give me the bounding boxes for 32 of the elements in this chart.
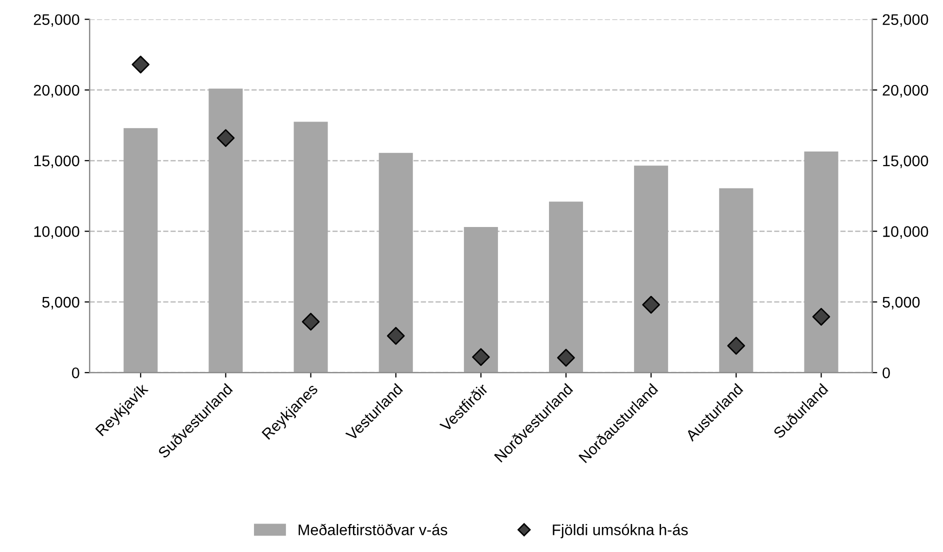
y2-tick-label: 20,000 xyxy=(882,84,928,98)
y-tick-label: 0 xyxy=(72,367,80,378)
y2-tick-label: 5,000 xyxy=(882,296,920,310)
legend-label: Meðaleftirstöðvar v-ás xyxy=(298,524,448,536)
bar xyxy=(719,188,754,373)
bar xyxy=(548,202,584,373)
y-tick-label: 25,000 xyxy=(34,14,80,27)
bar xyxy=(464,227,498,373)
point xyxy=(386,326,405,345)
y2-tick-label: 15,000 xyxy=(883,156,928,168)
bar xyxy=(124,128,158,373)
point xyxy=(557,348,575,367)
bar xyxy=(378,152,413,373)
y-tick-label: 10,000 xyxy=(34,226,80,239)
bar xyxy=(208,88,243,373)
legend-label: Fjöldi umsókna h-ás xyxy=(552,524,688,538)
bar xyxy=(294,122,328,373)
point xyxy=(727,336,746,355)
point xyxy=(132,56,150,74)
point xyxy=(216,129,235,147)
y-tick-label: 15,000 xyxy=(34,156,80,168)
y2-tick-label: 25,000 xyxy=(882,14,928,27)
point xyxy=(812,308,830,326)
point xyxy=(642,296,660,314)
y-tick-label: 5,000 xyxy=(42,296,80,310)
bar xyxy=(634,166,668,373)
point xyxy=(302,312,320,331)
bar xyxy=(804,151,838,373)
y-tick-label: 20,000 xyxy=(34,84,80,98)
y2-tick-label: 10,000 xyxy=(883,226,928,239)
point xyxy=(472,348,490,366)
y2-tick-label: 0 xyxy=(882,367,890,378)
